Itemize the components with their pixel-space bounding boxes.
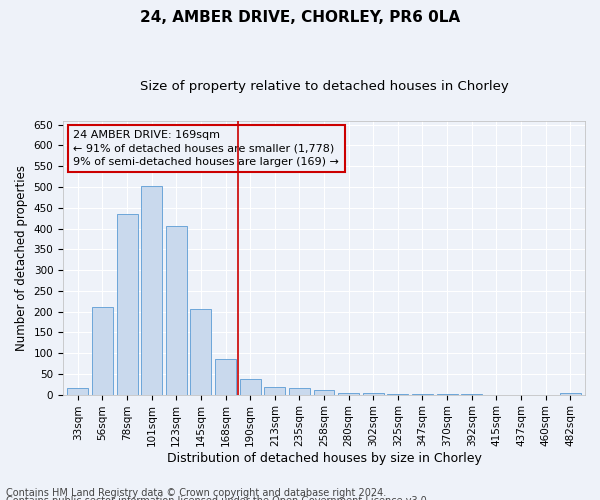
Bar <box>92 306 113 394</box>
Text: Contains public sector information licensed under the Open Government Licence v3: Contains public sector information licen… <box>6 496 430 500</box>
Title: Size of property relative to detached houses in Chorley: Size of property relative to detached ho… <box>140 80 508 93</box>
Bar <box>314 390 334 394</box>
Y-axis label: Number of detached properties: Number of detached properties <box>15 164 28 350</box>
Bar <box>190 308 211 394</box>
Bar <box>239 379 260 394</box>
Text: 24, AMBER DRIVE, CHORLEY, PR6 0LA: 24, AMBER DRIVE, CHORLEY, PR6 0LA <box>140 10 460 25</box>
Bar <box>166 226 187 394</box>
Bar <box>265 387 285 394</box>
Bar <box>141 186 162 394</box>
Bar <box>560 393 581 394</box>
Bar <box>338 392 359 394</box>
Bar <box>215 360 236 394</box>
Text: 24 AMBER DRIVE: 169sqm
← 91% of detached houses are smaller (1,778)
9% of semi-d: 24 AMBER DRIVE: 169sqm ← 91% of detached… <box>73 130 340 166</box>
Bar <box>67 388 88 394</box>
Bar <box>116 214 137 394</box>
Text: Contains HM Land Registry data © Crown copyright and database right 2024.: Contains HM Land Registry data © Crown c… <box>6 488 386 498</box>
X-axis label: Distribution of detached houses by size in Chorley: Distribution of detached houses by size … <box>167 452 481 465</box>
Bar <box>289 388 310 394</box>
